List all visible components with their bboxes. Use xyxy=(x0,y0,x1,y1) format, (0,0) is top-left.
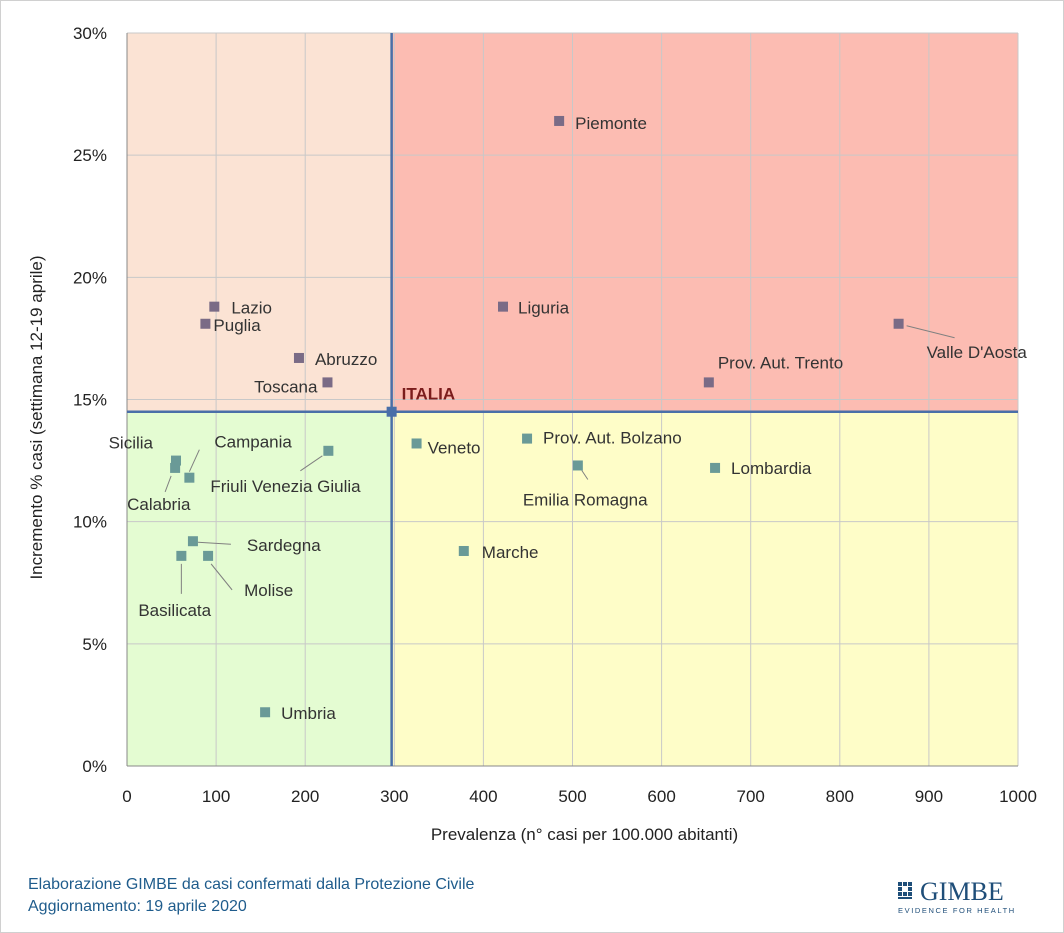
data-point-marche xyxy=(458,545,469,556)
x-tick-label: 500 xyxy=(558,787,586,806)
data-point-liguria xyxy=(498,301,509,312)
data-label-abruzzo: Abruzzo xyxy=(315,350,377,369)
data-point-sicilia xyxy=(171,455,182,466)
leader-line-sardegna xyxy=(197,541,231,545)
gimbe-logo: GIMBE EVIDENCE FOR HEALTH xyxy=(898,878,1028,918)
footer: Elaborazione GIMBE da casi confermati da… xyxy=(28,874,474,918)
x-tick-label: 100 xyxy=(202,787,230,806)
data-label-friuli-venezia-giulia: Friuli Venezia Giulia xyxy=(210,477,361,496)
leader-line-valle-d-aosta xyxy=(906,325,955,339)
data-label-marche: Marche xyxy=(482,543,539,562)
data-point-friuli-venezia-giulia xyxy=(323,445,334,456)
data-label-lazio: Lazio xyxy=(231,299,272,318)
data-label-sardegna: Sardegna xyxy=(247,536,321,555)
data-label-valle-d-aosta: Valle D'Aosta xyxy=(927,343,1028,362)
x-tick-label: 800 xyxy=(826,787,854,806)
data-label-emilia-romagna: Emilia Romagna xyxy=(523,490,648,509)
logo-grid-icon xyxy=(898,882,912,899)
reference-label: ITALIA xyxy=(402,385,456,404)
y-tick-label: 0% xyxy=(82,757,107,776)
data-point-abruzzo xyxy=(293,352,304,363)
quadrant-bottom-right xyxy=(391,411,1018,766)
y-tick-label: 15% xyxy=(73,391,107,410)
data-label-molise: Molise xyxy=(244,581,293,600)
footer-update: Aggiornamento: 19 aprile 2020 xyxy=(28,898,247,915)
data-point-lazio xyxy=(209,301,220,312)
footer-source: Elaborazione GIMBE da casi confermati da… xyxy=(28,876,475,893)
data-label-puglia: Puglia xyxy=(213,316,261,335)
leader-line-campania xyxy=(188,449,200,472)
data-label-calabria: Calabria xyxy=(127,495,191,514)
data-label-basilicata: Basilicata xyxy=(138,601,211,620)
data-point-umbria xyxy=(260,707,271,718)
data-label-prov-aut-trento: Prov. Aut. Trento xyxy=(718,353,843,372)
x-tick-label: 700 xyxy=(737,787,765,806)
y-axis-title: Incremento % casi (settimana 12-19 april… xyxy=(27,255,46,579)
data-point-campania xyxy=(184,472,195,483)
leader-line-calabria xyxy=(164,475,172,493)
y-tick-label: 25% xyxy=(73,146,107,165)
leader-line-friuli-venezia-giulia xyxy=(300,455,323,472)
x-tick-label: 200 xyxy=(291,787,319,806)
data-label-toscana: Toscana xyxy=(254,377,318,396)
leader-line-molise xyxy=(210,563,233,591)
data-point-calabria xyxy=(170,462,181,473)
x-tick-label: 0 xyxy=(122,787,131,806)
data-point-basilicata xyxy=(176,550,187,561)
x-tick-label: 1000 xyxy=(999,787,1037,806)
data-label-lombardia: Lombardia xyxy=(731,459,812,478)
x-axis-title: Prevalenza (n° casi per 100.000 abitanti… xyxy=(431,825,738,844)
data-point-lombardia xyxy=(710,462,721,473)
y-tick-label: 20% xyxy=(73,268,107,287)
x-tick-label: 900 xyxy=(915,787,943,806)
x-tick-label: 400 xyxy=(469,787,497,806)
x-tick-label: 300 xyxy=(380,787,408,806)
quadrant-top-left xyxy=(127,33,392,412)
x-tick-label: 600 xyxy=(647,787,675,806)
reference-point xyxy=(386,406,397,417)
y-tick-label: 5% xyxy=(82,635,107,654)
leader-line-emilia-romagna xyxy=(581,470,589,480)
data-point-puglia xyxy=(200,318,211,329)
logo-tagline: EVIDENCE FOR HEALTH xyxy=(898,906,1016,915)
data-point-prov-aut-bolzano xyxy=(522,433,533,444)
data-point-toscana xyxy=(322,377,333,388)
y-tick-label: 30% xyxy=(73,24,107,43)
data-point-molise xyxy=(203,550,214,561)
data-point-emilia-romagna xyxy=(572,460,583,471)
quadrant-top-right xyxy=(391,33,1018,412)
data-point-sardegna xyxy=(187,536,198,547)
data-point-veneto xyxy=(411,438,422,449)
data-label-prov-aut-bolzano: Prov. Aut. Bolzano xyxy=(543,429,682,448)
logo-name: GIMBE xyxy=(920,877,1004,906)
data-label-piemonte: Piemonte xyxy=(575,114,647,133)
scatter-chart: 0 100 200 300 400 500 600 700 800 900 1000 0% 5% 10% 1… xyxy=(27,24,1037,844)
data-label-campania: Campania xyxy=(214,433,292,452)
data-point-prov-aut-trento xyxy=(703,377,714,388)
data-label-veneto: Veneto xyxy=(428,438,481,457)
data-point-piemonte xyxy=(554,115,565,126)
data-label-sicilia: Sicilia xyxy=(109,434,154,453)
y-tick-label: 10% xyxy=(73,513,107,532)
data-label-liguria: Liguria xyxy=(518,299,570,318)
data-point-valle-d-aosta xyxy=(893,318,904,329)
data-label-umbria: Umbria xyxy=(281,704,336,723)
